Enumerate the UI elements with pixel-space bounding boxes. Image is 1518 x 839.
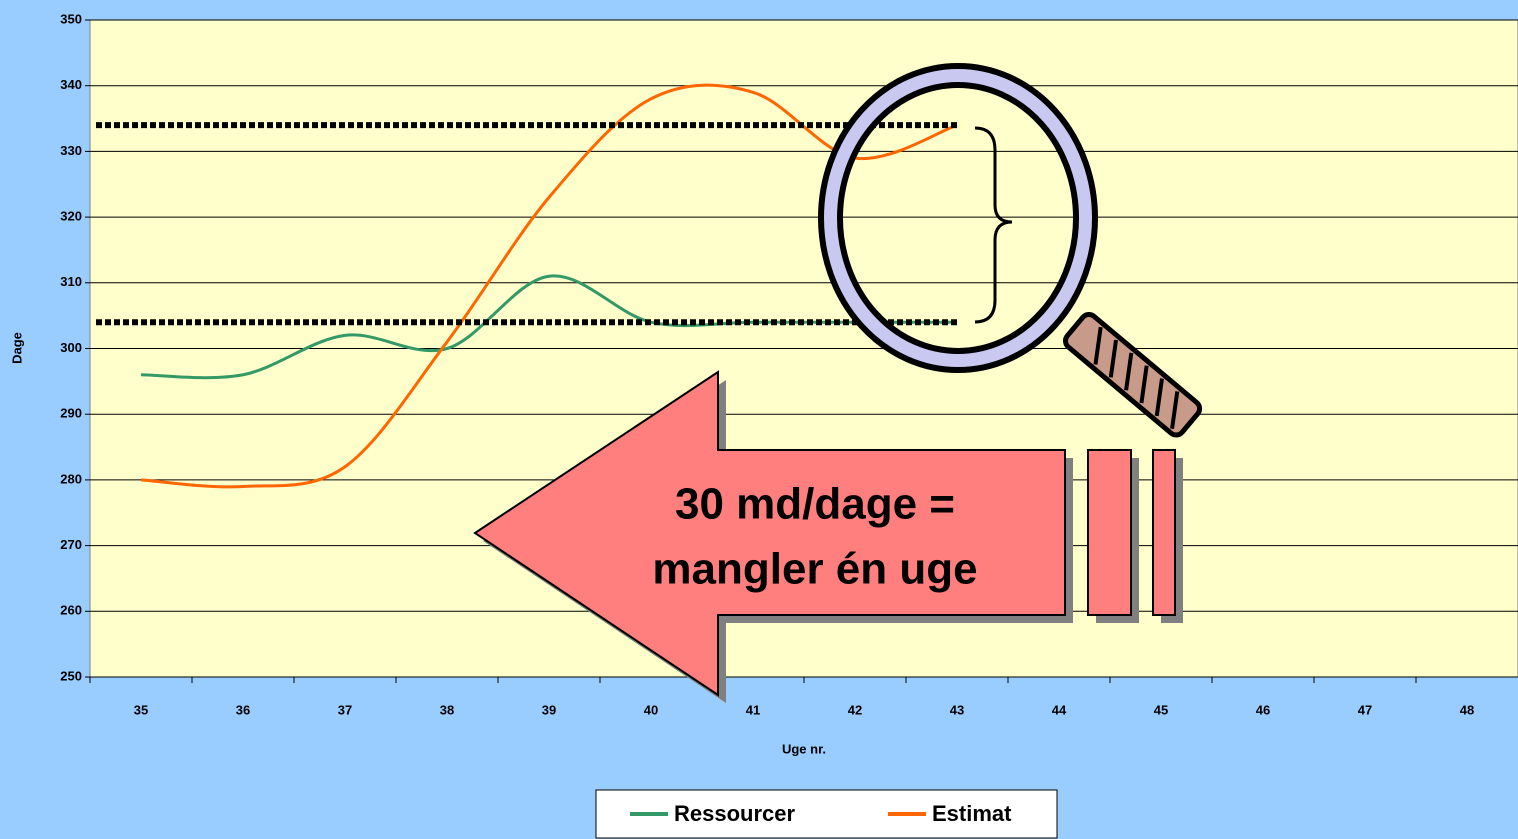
x-tick-label: 43 [950,702,964,717]
x-tick-label: 48 [1460,702,1474,717]
y-axis-label: Dage [9,332,24,364]
y-tick-label: 350 [60,11,82,26]
annotation-text: mangler én uge [652,545,977,594]
y-tick-label: 310 [60,274,82,289]
x-tick-label: 41 [746,702,760,717]
chart: 250 260 270 280 290 300 310 320 330 340 350 35 36 37 3… [0,0,1518,839]
x-tick-label: 42 [848,702,862,717]
legend-label: Estimat [932,801,1012,826]
x-tick-label: 39 [542,702,556,717]
legend-label: Ressourcer [674,801,796,826]
x-tick-label: 47 [1358,702,1372,717]
x-tick-label: 37 [338,702,352,717]
x-tick-label: 38 [440,702,454,717]
y-tick-label: 300 [60,340,82,355]
x-tick-label: 44 [1052,702,1067,717]
y-tick-label: 250 [60,668,82,683]
y-tick-label: 290 [60,406,82,421]
x-tick-label: 40 [644,702,658,717]
annotation-text: 30 md/dage = [675,480,955,529]
x-tick-label: 35 [134,702,148,717]
x-tick-label: 46 [1256,702,1270,717]
y-tick-label: 260 [60,603,82,618]
x-tick-label: 36 [236,702,250,717]
y-tick-label: 270 [60,537,82,552]
y-tick-label: 330 [60,143,82,158]
y-tick-label: 320 [60,209,82,224]
x-axis-label: Uge nr. [782,741,826,756]
y-tick-label: 340 [60,77,82,92]
y-tick-label: 280 [60,471,82,486]
x-tick-label: 45 [1154,702,1168,717]
